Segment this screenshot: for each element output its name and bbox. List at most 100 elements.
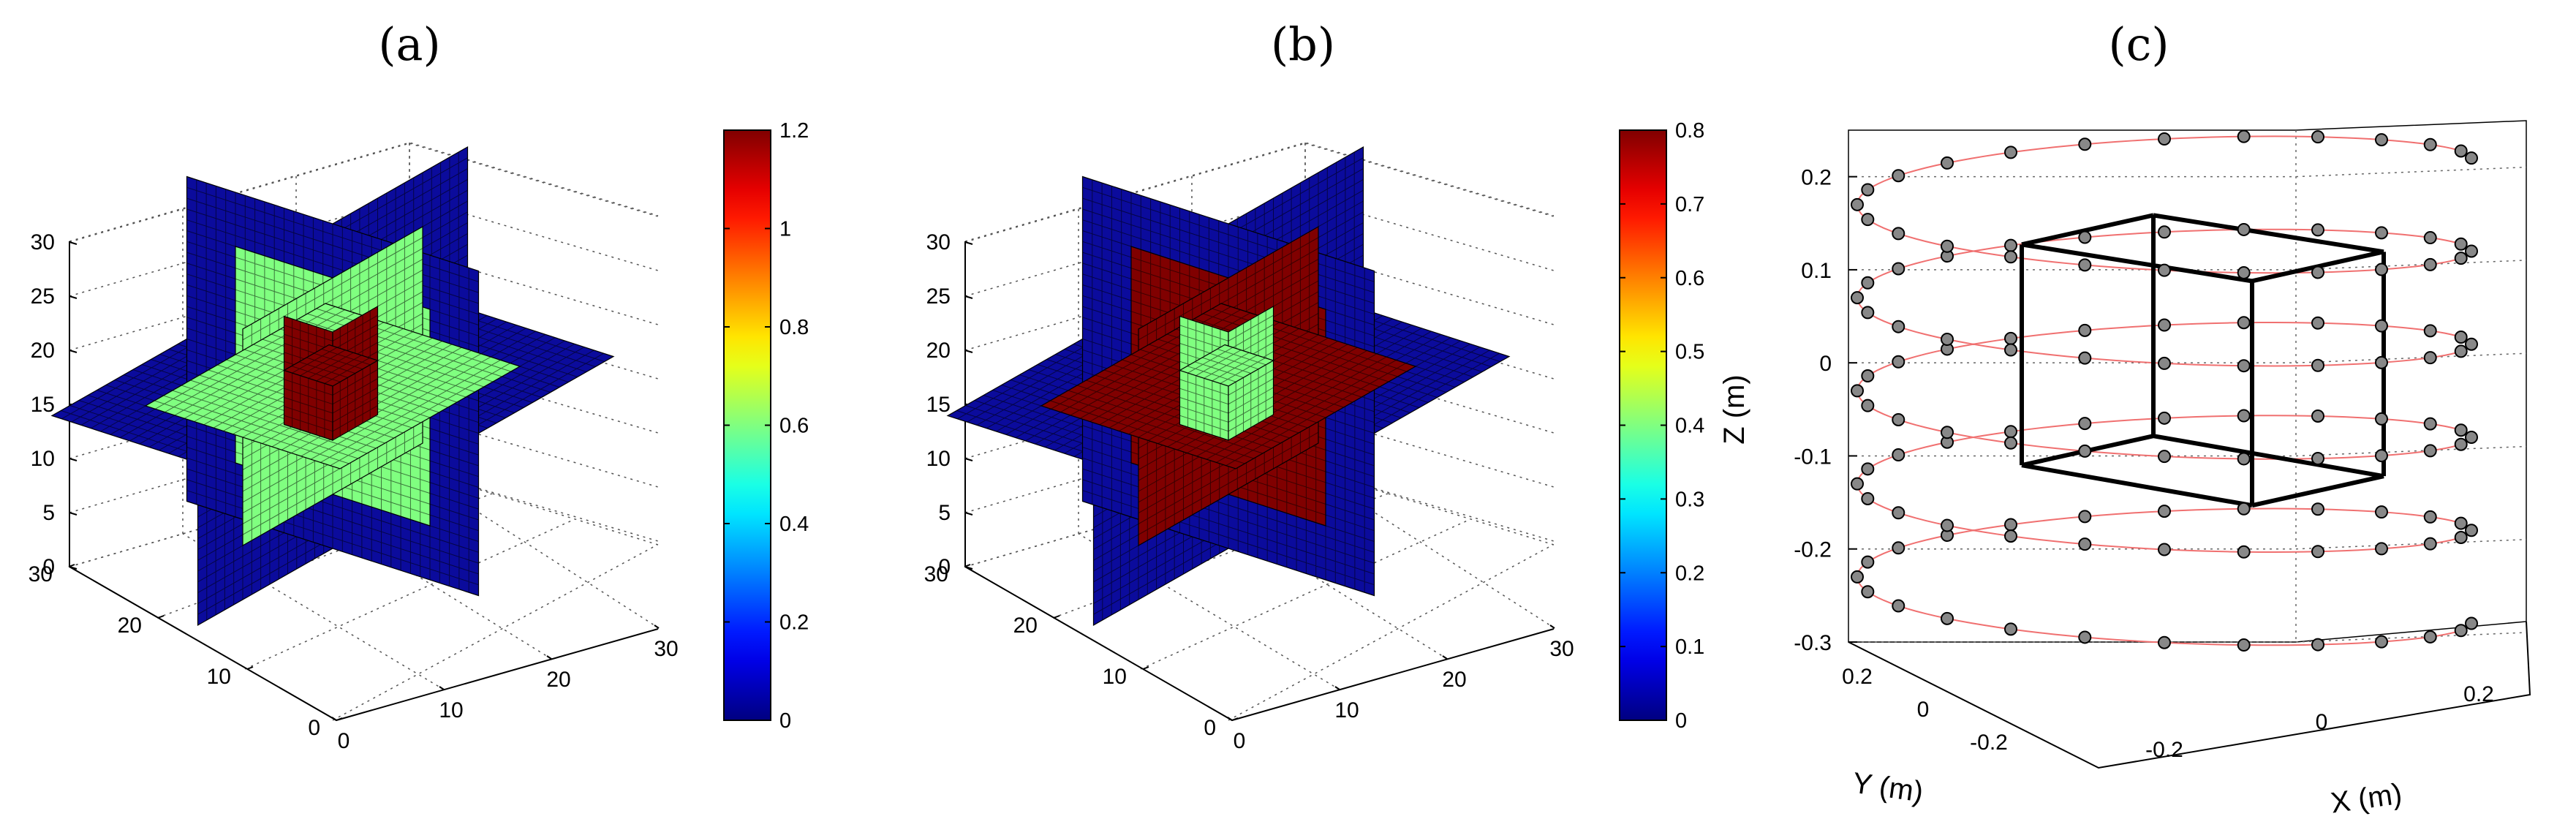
sensor-point <box>2158 356 2171 370</box>
sensor-point <box>1892 262 1905 276</box>
sensor-point <box>2158 318 2171 332</box>
sensor-point <box>2454 423 2468 437</box>
z-tick <box>964 566 973 570</box>
z-tick <box>69 241 78 245</box>
sensor-point <box>2078 444 2092 458</box>
z-tick-label: 30 <box>926 230 951 254</box>
sensor-point <box>2237 409 2251 423</box>
sensor-point <box>2454 331 2468 344</box>
sensor-point <box>2158 635 2171 649</box>
sensor-point <box>1892 412 1905 426</box>
sensor-point <box>2237 265 2251 279</box>
sensor-point <box>2078 230 2092 244</box>
sensor-point <box>2004 425 2017 439</box>
sensor-point <box>2078 323 2092 337</box>
sensor-point <box>2158 411 2171 425</box>
y-tick <box>68 564 75 567</box>
sensor-point <box>1892 448 1905 462</box>
grid-line <box>1228 544 1554 721</box>
sensor-point <box>2004 529 2017 543</box>
sensor-point <box>2454 530 2468 544</box>
sensor-point <box>2423 137 2437 151</box>
z-tick-label: 20 <box>926 339 951 363</box>
z-tick-label: 20 <box>31 339 55 363</box>
colorbar-tick-label: 0.4 <box>779 513 809 536</box>
sensor-point <box>2311 409 2324 423</box>
x-tick-label: 0 <box>338 729 350 753</box>
z-tick <box>69 512 78 516</box>
x-tick-label: 20 <box>1442 668 1466 692</box>
sensor-point <box>2374 133 2388 147</box>
z-tick-label: 25 <box>926 284 951 309</box>
sensor-point <box>2004 331 2017 345</box>
sensor-point <box>2311 130 2324 144</box>
sensor-point <box>2078 510 2092 524</box>
grid-line <box>332 544 658 721</box>
sensor-point <box>2158 505 2171 518</box>
grid-line <box>1078 533 1340 690</box>
sensor-point <box>1851 477 1864 491</box>
sensor-point <box>2158 225 2171 239</box>
sensor-point <box>1861 399 1875 412</box>
colorbar-tick-label: 0.8 <box>779 316 809 339</box>
z-grid <box>2295 632 2527 643</box>
z-tick-label: -0.2 <box>1794 538 1832 562</box>
sensor-point <box>1861 462 1875 476</box>
sensor-point <box>2078 351 2092 365</box>
sensor-point <box>1861 491 1875 505</box>
sensor-point <box>2311 452 2324 466</box>
grid-line <box>244 518 575 670</box>
sensor-point <box>2423 537 2437 551</box>
sensor-point <box>2423 351 2437 365</box>
y-tick <box>964 564 971 567</box>
colorbar-b: 0 0.1 0.2 0.3 0.4 0.5 0.6 0.7 0.8 <box>1619 119 1704 733</box>
x-tick-label: 30 <box>1549 637 1574 661</box>
axes-box <box>1848 120 2527 643</box>
panel-title-c: (c) <box>2108 18 2169 71</box>
y-tick <box>1142 666 1149 670</box>
y-tick <box>246 666 254 670</box>
colorbar-tick-label: 1.2 <box>779 119 809 143</box>
z-tick-label: 15 <box>926 393 951 417</box>
z-grid <box>2295 166 2527 178</box>
sensor-point <box>2237 545 2251 559</box>
sensor-point <box>2374 263 2388 276</box>
z-grid <box>2295 445 2527 457</box>
z-tick-label: 5 <box>42 501 55 525</box>
sensor-point <box>2237 359 2251 373</box>
z-tick-label: 25 <box>31 284 55 309</box>
x-tick-label: 30 <box>654 637 678 661</box>
sensor-point <box>2374 319 2388 333</box>
sensor-point <box>2454 344 2468 358</box>
y-tick-label: 0 <box>1917 698 1930 722</box>
x-tick-label: 10 <box>1334 698 1359 722</box>
sensor-point <box>1941 156 1954 170</box>
sensor-point <box>1861 369 1875 383</box>
sensor-point <box>2374 542 2388 556</box>
sensor-point <box>2423 324 2437 338</box>
sensor-point <box>2454 516 2468 530</box>
z-tick-label: -0.3 <box>1794 631 1832 655</box>
z-axis-label: Z (m) <box>1718 374 1750 445</box>
axes-frame <box>69 241 659 722</box>
x-tick-label: 0 <box>1234 729 1246 753</box>
plot-panel-c: 0.2 0.1 0 -0.1 -0.2 -0.3 0.2 0 -0.2 -0.2 0 0.2 <box>1794 120 2531 769</box>
y-axis-label: Y (m) <box>1851 767 1925 809</box>
colorbar-tick-label: 0.4 <box>1675 415 1704 438</box>
z-tick-label: 0 <box>938 555 951 579</box>
sensor-point <box>2078 137 2092 151</box>
z-grid <box>2295 538 2527 550</box>
sensor-point <box>2423 510 2437 524</box>
axes-floor <box>1848 621 2531 769</box>
y-tick <box>1053 615 1060 619</box>
sensor-point <box>2311 502 2324 516</box>
sensor-point <box>2311 545 2324 559</box>
z-tick <box>964 458 973 461</box>
sensor-point <box>2465 244 2478 258</box>
y-tick-label: 10 <box>1103 665 1127 689</box>
sensor-point <box>2454 144 2468 158</box>
sensor-point <box>1892 355 1905 369</box>
sensor-point <box>1941 611 1954 625</box>
